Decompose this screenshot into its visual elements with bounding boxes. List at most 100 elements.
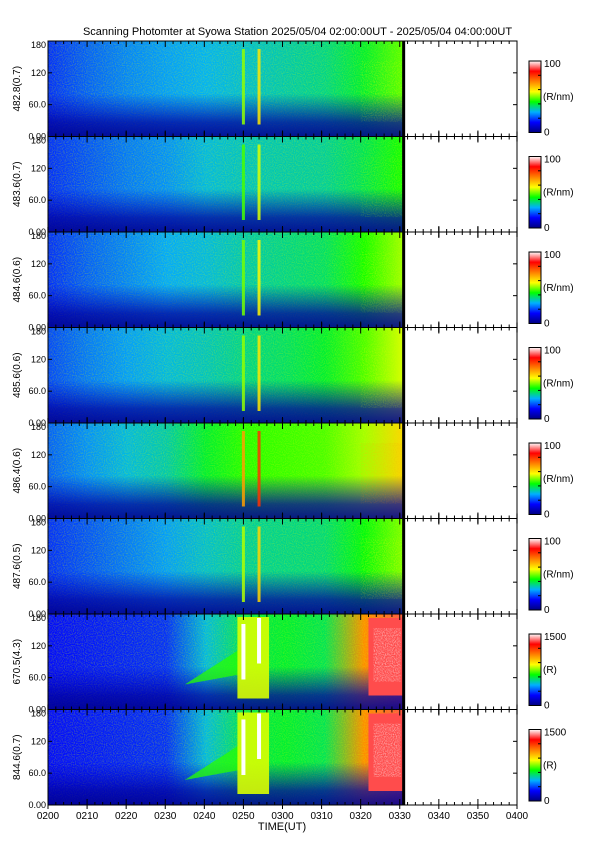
arc-feature	[257, 713, 262, 759]
x-tick-label: 0340	[428, 811, 451, 822]
x-tick-label: 0210	[76, 811, 99, 822]
data-end-line	[402, 709, 406, 805]
panel-2: 0.00 60.0 120 180 483.6(0.7) 100 0 (R/nm)	[12, 136, 574, 237]
y-tick-label: 0.00	[28, 227, 46, 237]
colorbar-scale	[528, 538, 542, 611]
colorbar-unit-label: (R)	[543, 665, 557, 676]
arc-feature	[257, 49, 261, 125]
y-tick-label: 0.00	[28, 800, 46, 810]
arc-feature	[360, 61, 404, 122]
arc-feature	[241, 335, 245, 411]
panel-4: 0.00 60.0 120 180 485.6(0.6) 100 0 (R/nm)	[12, 327, 574, 428]
colorbar-unit-label: (R/nm)	[543, 187, 574, 198]
panel-8: 0.00 60.0 120 180 844.6(0.7) 1500 0 (R)	[12, 709, 567, 811]
y-tick-label: 60.0	[28, 195, 46, 205]
y-tick-label: 120	[31, 68, 46, 78]
colorbar: 100 0 (R/nm)	[528, 59, 574, 139]
colorbar-max-label: 100	[544, 250, 561, 261]
arc-feature	[257, 240, 261, 316]
y-tick-label: 60.0	[28, 386, 46, 396]
y-tick-label: 180	[31, 518, 46, 528]
data-end-line	[402, 232, 406, 328]
y-axis-label: 670.5(4.3)	[12, 639, 23, 685]
y-tick-label: 120	[31, 354, 46, 364]
heatmap-low-elevation	[48, 327, 404, 423]
y-axis-label: 487.6(0.5)	[12, 543, 23, 589]
x-tick-label: 0400	[506, 811, 529, 822]
y-tick-label: 120	[31, 163, 46, 173]
y-tick-label: 60.0	[28, 291, 46, 301]
arc-feature	[257, 335, 261, 411]
colorbar-unit-label: (R/nm)	[543, 378, 574, 389]
arc-feature	[241, 240, 245, 316]
y-axis-label: 844.6(0.7)	[12, 734, 23, 780]
panel-5: 0.00 60.0 120 180 486.4(0.6) 100 0 (R/nm)	[12, 422, 574, 524]
colorbar-scale	[528, 60, 542, 133]
y-tick-label: 60.0	[28, 673, 46, 683]
y-tick-label: 180	[31, 40, 46, 50]
colorbar-max-label: 1500	[544, 728, 567, 739]
heatmap-low-elevation	[48, 232, 404, 328]
arc-feature	[360, 156, 404, 217]
y-axis-label: 482.8(0.7)	[12, 66, 23, 112]
y-tick-label: 180	[31, 709, 46, 719]
colorbar-max-label: 100	[544, 155, 561, 166]
arc-feature	[360, 252, 404, 313]
colorbar-scale	[528, 442, 542, 515]
arc-feature	[184, 649, 240, 685]
panel-7: 0.00 60.0 120 180 670.5(4.3) 1500 0 (R)	[12, 613, 567, 715]
heatmap-low-elevation	[48, 423, 404, 519]
data-end-line	[402, 518, 406, 614]
arc-feature	[360, 347, 404, 408]
y-tick-label: 120	[31, 641, 46, 651]
arc-feature	[360, 443, 404, 504]
colorbar-unit-label: (R/nm)	[543, 474, 574, 485]
arc-feature	[241, 49, 245, 125]
panel-3: 0.00 60.0 120 180 484.6(0.6) 100 0 (R/nm)	[12, 231, 574, 333]
data-end-line	[402, 423, 406, 519]
colorbar-max-label: 100	[544, 346, 561, 357]
colorbar-min-label: 0	[544, 701, 550, 712]
y-tick-label: 180	[31, 136, 46, 146]
x-axis: 0200 0210 0220 0230 0240 0250 0300 0310 0320 0330…	[37, 805, 529, 822]
y-tick-label: 0.00	[28, 514, 46, 524]
y-tick-label: 0.00	[28, 418, 46, 428]
colorbar: 100 0 (R/nm)	[528, 250, 574, 330]
y-tick-label: 180	[31, 613, 46, 623]
x-tick-label: 0220	[115, 811, 138, 822]
y-tick-label: 180	[31, 231, 46, 241]
data-end-line	[402, 136, 406, 232]
colorbar-max-label: 100	[544, 537, 561, 548]
arc-feature	[257, 526, 261, 602]
y-tick-label: 0.00	[28, 132, 46, 142]
y-tick-label: 120	[31, 450, 46, 460]
x-tick-label: 0230	[154, 811, 177, 822]
colorbar-unit-label: (R/nm)	[543, 92, 574, 103]
x-tick-label: 0240	[193, 811, 216, 822]
y-tick-label: 120	[31, 259, 46, 269]
heatmap-low-elevation	[48, 41, 404, 137]
arc-feature	[257, 618, 262, 664]
colorbar: 1500 0 (R)	[528, 632, 567, 712]
colorbar-min-label: 0	[544, 223, 550, 234]
arc-feature	[241, 431, 245, 507]
x-tick-label: 0200	[37, 811, 60, 822]
colorbar-unit-label: (R/nm)	[543, 283, 574, 294]
colorbar-scale	[528, 729, 542, 802]
data-end-line	[402, 614, 406, 710]
colorbar-min-label: 0	[544, 605, 550, 616]
y-tick-label: 180	[31, 327, 46, 337]
panel-6: 0.00 60.0 120 180 487.6(0.5) 100 0 (R/nm)	[12, 518, 574, 619]
colorbar-unit-label: (R/nm)	[543, 569, 574, 580]
x-tick-label: 0350	[467, 811, 490, 822]
panels: 0.00 60.0 120 180 482.8(0.7) 100 0 (R/nm) 0.00 60…	[12, 40, 574, 810]
y-tick-label: 60.0	[28, 768, 46, 778]
colorbar-max-label: 100	[544, 441, 561, 452]
arc-feature	[241, 719, 246, 775]
y-tick-label: 0.00	[28, 705, 46, 715]
y-tick-label: 120	[31, 545, 46, 555]
colorbar-max-label: 100	[544, 59, 561, 70]
colorbar: 100 0 (R/nm)	[528, 346, 574, 425]
data-end-line	[402, 327, 406, 423]
x-tick-label: 0330	[389, 811, 412, 822]
